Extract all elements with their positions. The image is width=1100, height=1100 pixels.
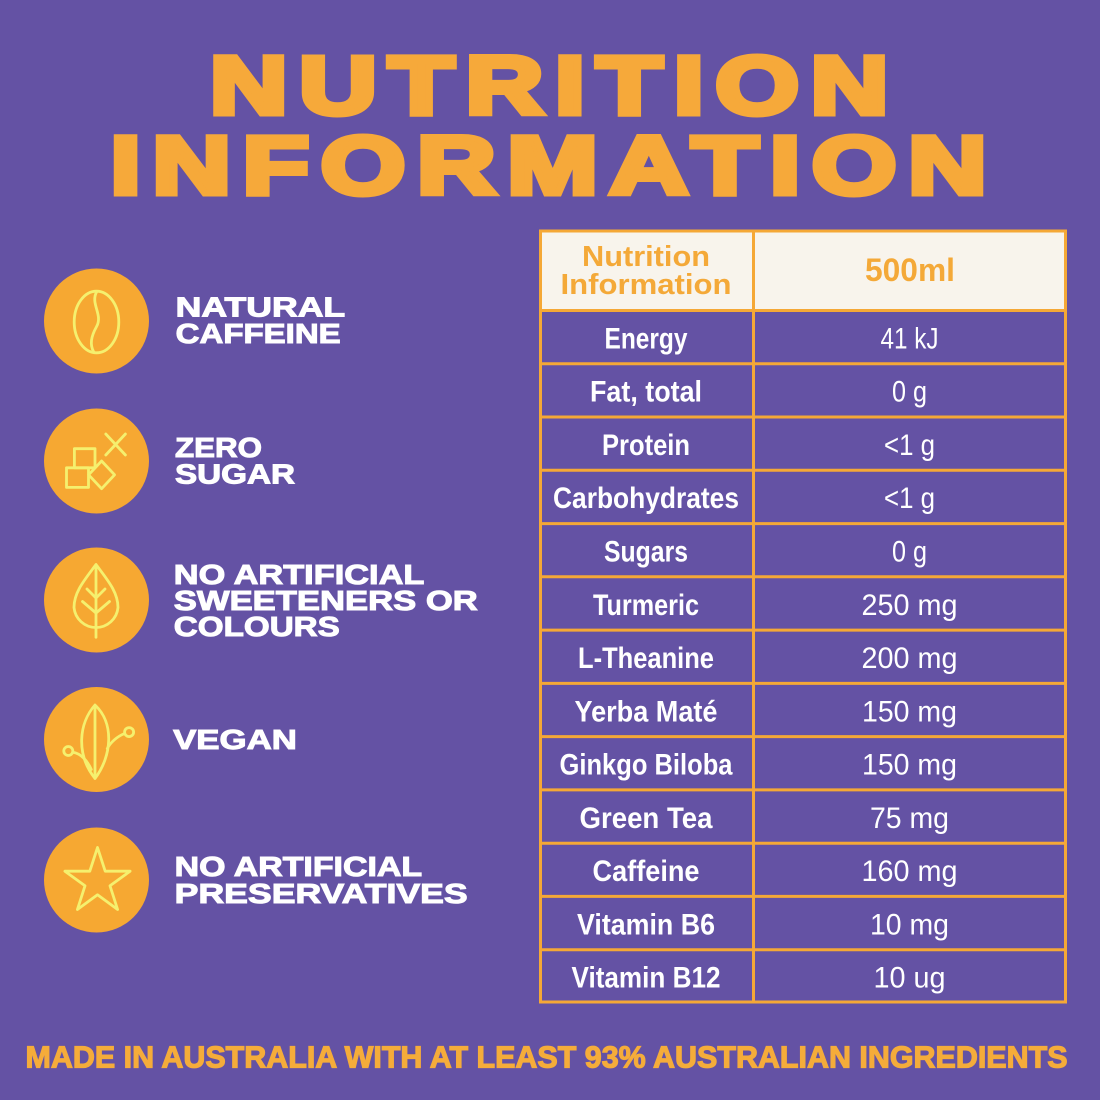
svg-text:NATURAL: NATURAL xyxy=(176,292,346,323)
svg-text:INFORMATION: INFORMATION xyxy=(111,121,999,212)
svg-text:75 mg: 75 mg xyxy=(870,802,949,835)
svg-text:Turmeric: Turmeric xyxy=(593,589,699,622)
svg-text:Green Tea: Green Tea xyxy=(580,802,713,835)
svg-text:COLOURS: COLOURS xyxy=(174,611,340,642)
svg-text:Energy: Energy xyxy=(605,322,688,355)
svg-text:150 mg: 150 mg xyxy=(862,749,957,782)
svg-text:250 mg: 250 mg xyxy=(862,589,958,622)
svg-text:Information: Information xyxy=(561,269,732,301)
svg-text:MADE IN AUSTRALIA WITH AT LEAS: MADE IN AUSTRALIA WITH AT LEAST 93% AUST… xyxy=(26,1040,1068,1075)
svg-text:NUTRITION: NUTRITION xyxy=(210,41,900,132)
svg-text:200 mg: 200 mg xyxy=(862,642,958,675)
svg-text:Vitamin B6: Vitamin B6 xyxy=(577,908,715,941)
svg-text:Yerba Maté: Yerba Maté xyxy=(575,695,718,728)
svg-text:SWEETENERS OR: SWEETENERS OR xyxy=(174,585,478,616)
svg-text:Ginkgo Biloba: Ginkgo Biloba xyxy=(560,749,733,782)
svg-text:150 mg: 150 mg xyxy=(862,695,957,728)
svg-text:10 ug: 10 ug xyxy=(874,962,946,995)
svg-text:Caffeine: Caffeine xyxy=(593,855,700,888)
svg-text:Vitamin B12: Vitamin B12 xyxy=(572,962,721,995)
svg-text:SUGAR: SUGAR xyxy=(175,459,295,490)
svg-text:500ml: 500ml xyxy=(865,252,955,288)
svg-text:NO ARTIFICIAL: NO ARTIFICIAL xyxy=(174,559,425,590)
svg-text:CAFFEINE: CAFFEINE xyxy=(176,318,341,349)
svg-text:160 mg: 160 mg xyxy=(862,855,958,888)
svg-text:<1 g: <1 g xyxy=(884,482,935,515)
svg-text:0 g: 0 g xyxy=(892,536,927,569)
svg-text:0 g: 0 g xyxy=(892,376,927,409)
svg-text:NO ARTIFICIAL: NO ARTIFICIAL xyxy=(175,851,422,882)
svg-text:41 kJ: 41 kJ xyxy=(881,322,939,355)
svg-text:<1 g: <1 g xyxy=(884,429,935,462)
svg-text:Carbohydrates: Carbohydrates xyxy=(553,482,739,515)
svg-text:Sugars: Sugars xyxy=(604,536,688,569)
svg-text:Fat, total: Fat, total xyxy=(590,376,702,409)
svg-text:VEGAN: VEGAN xyxy=(173,724,297,755)
svg-text:Nutrition: Nutrition xyxy=(582,241,710,273)
svg-text:L-Theanine: L-Theanine xyxy=(578,642,714,675)
svg-text:10 mg: 10 mg xyxy=(870,908,949,941)
svg-text:PRESERVATIVES: PRESERVATIVES xyxy=(175,878,468,909)
svg-text:ZERO: ZERO xyxy=(175,432,262,463)
svg-text:Protein: Protein xyxy=(602,429,690,462)
